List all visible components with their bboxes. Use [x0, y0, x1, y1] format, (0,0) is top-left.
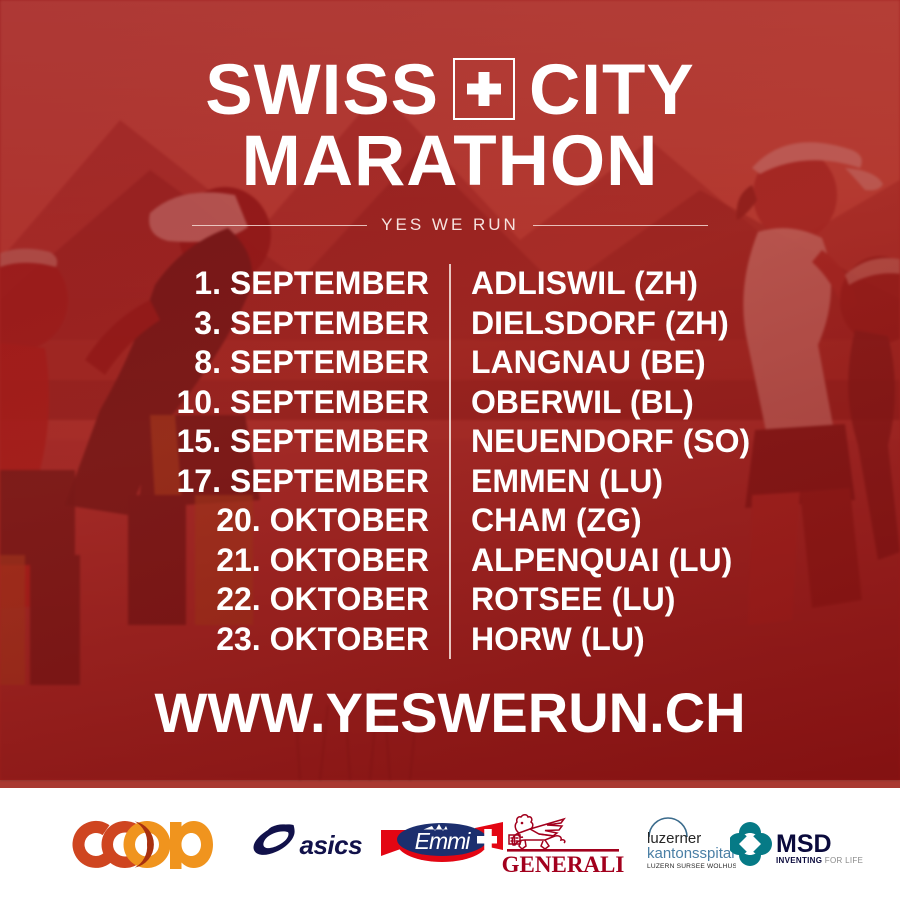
svg-text:asics: asics: [300, 830, 363, 860]
svg-text:kantonsspital: kantonsspital: [647, 845, 735, 862]
svg-text:GENERALI: GENERALI: [502, 852, 625, 877]
svg-text:INVENTING FOR LIFE: INVENTING FOR LIFE: [776, 856, 863, 865]
svg-text:Emmi: Emmi: [415, 828, 472, 854]
svg-text:LUZERN SURSEE WOLHUSEN: LUZERN SURSEE WOLHUSEN: [647, 863, 736, 870]
svg-text:MSD: MSD: [776, 830, 832, 858]
